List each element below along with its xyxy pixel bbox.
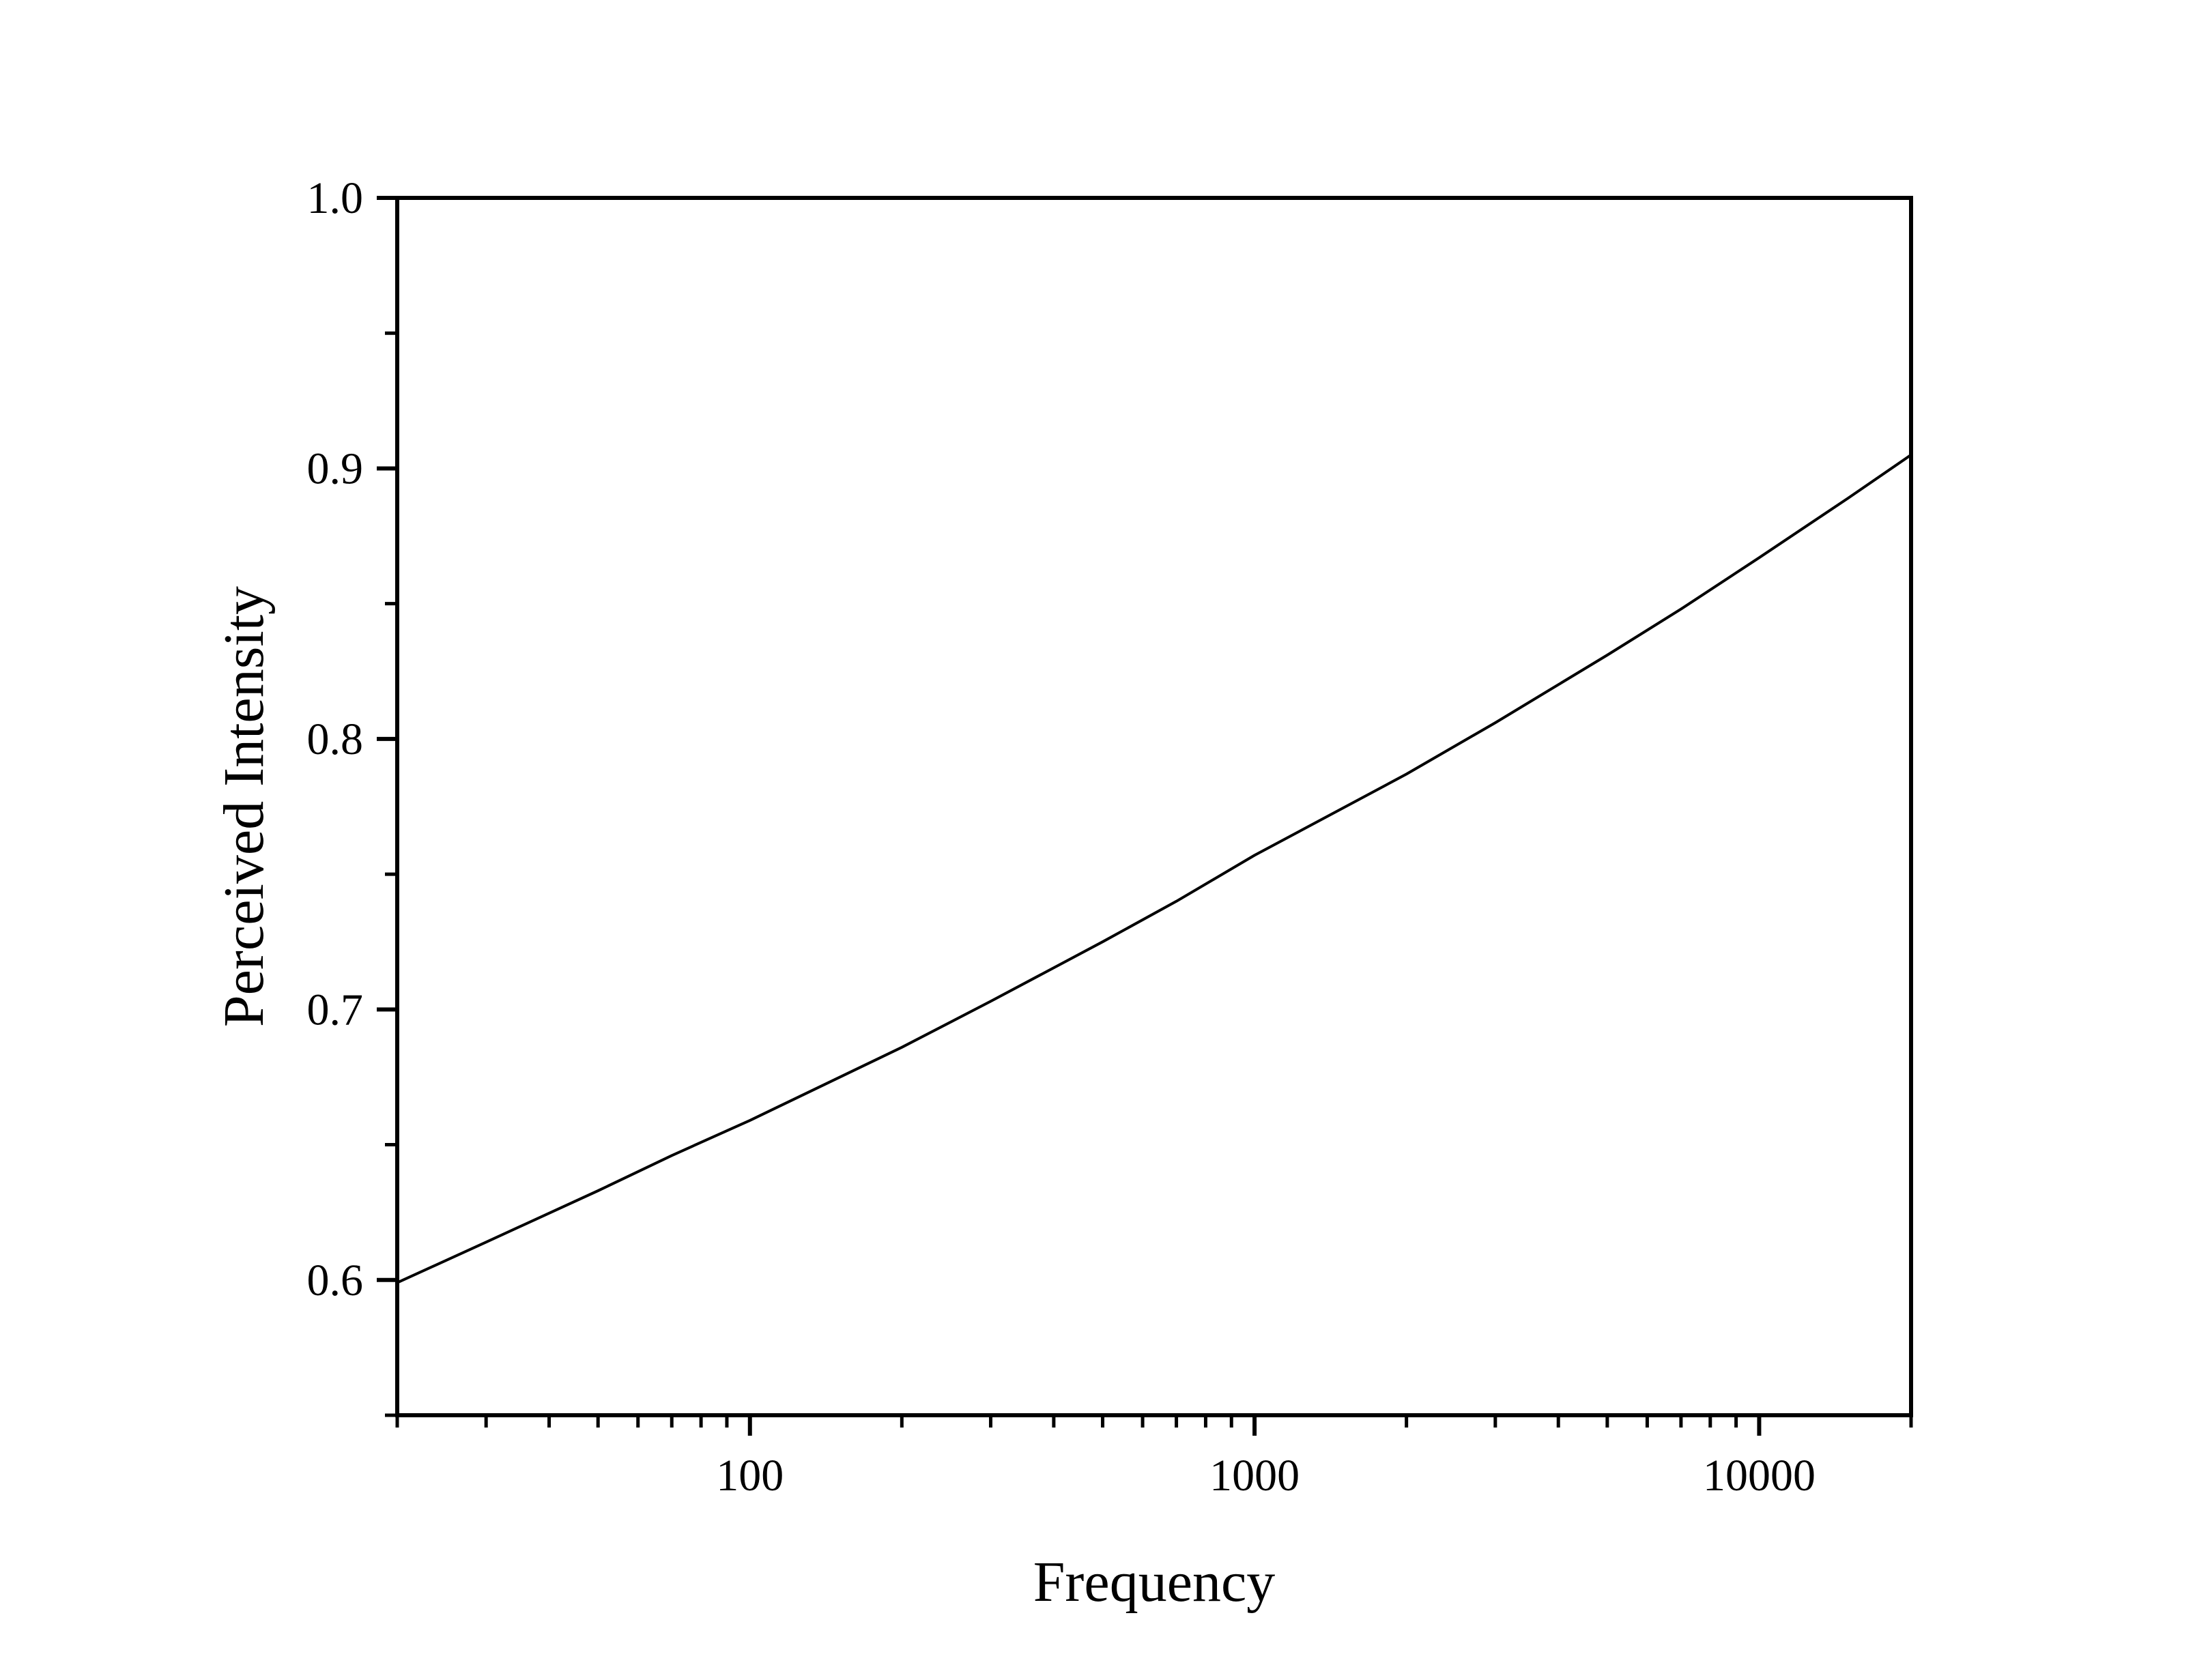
series-line [397,453,1912,1284]
x-tick-label: 1000 [1209,1451,1300,1501]
x-tick-label: 100 [716,1451,784,1501]
y-tick-label: 1.0 [307,173,364,223]
axis-ticks [377,196,1913,1436]
y-tick-label: 0.9 [307,444,364,493]
x-tick-label: 10000 [1703,1451,1816,1501]
tick-labels: 0.6 0.7 0.8 0.9 1.0 100 1000 10000 [307,173,1816,1501]
x-axis-title: Frequency [1033,1550,1276,1614]
y-tick-label: 0.8 [307,714,364,764]
y-axis-title: Perceived Intensity [212,586,276,1027]
plot-frame [395,196,1913,1417]
data-series [397,453,1912,1284]
y-tick-label: 0.6 [307,1256,364,1305]
y-tick-label: 0.7 [307,985,364,1034]
